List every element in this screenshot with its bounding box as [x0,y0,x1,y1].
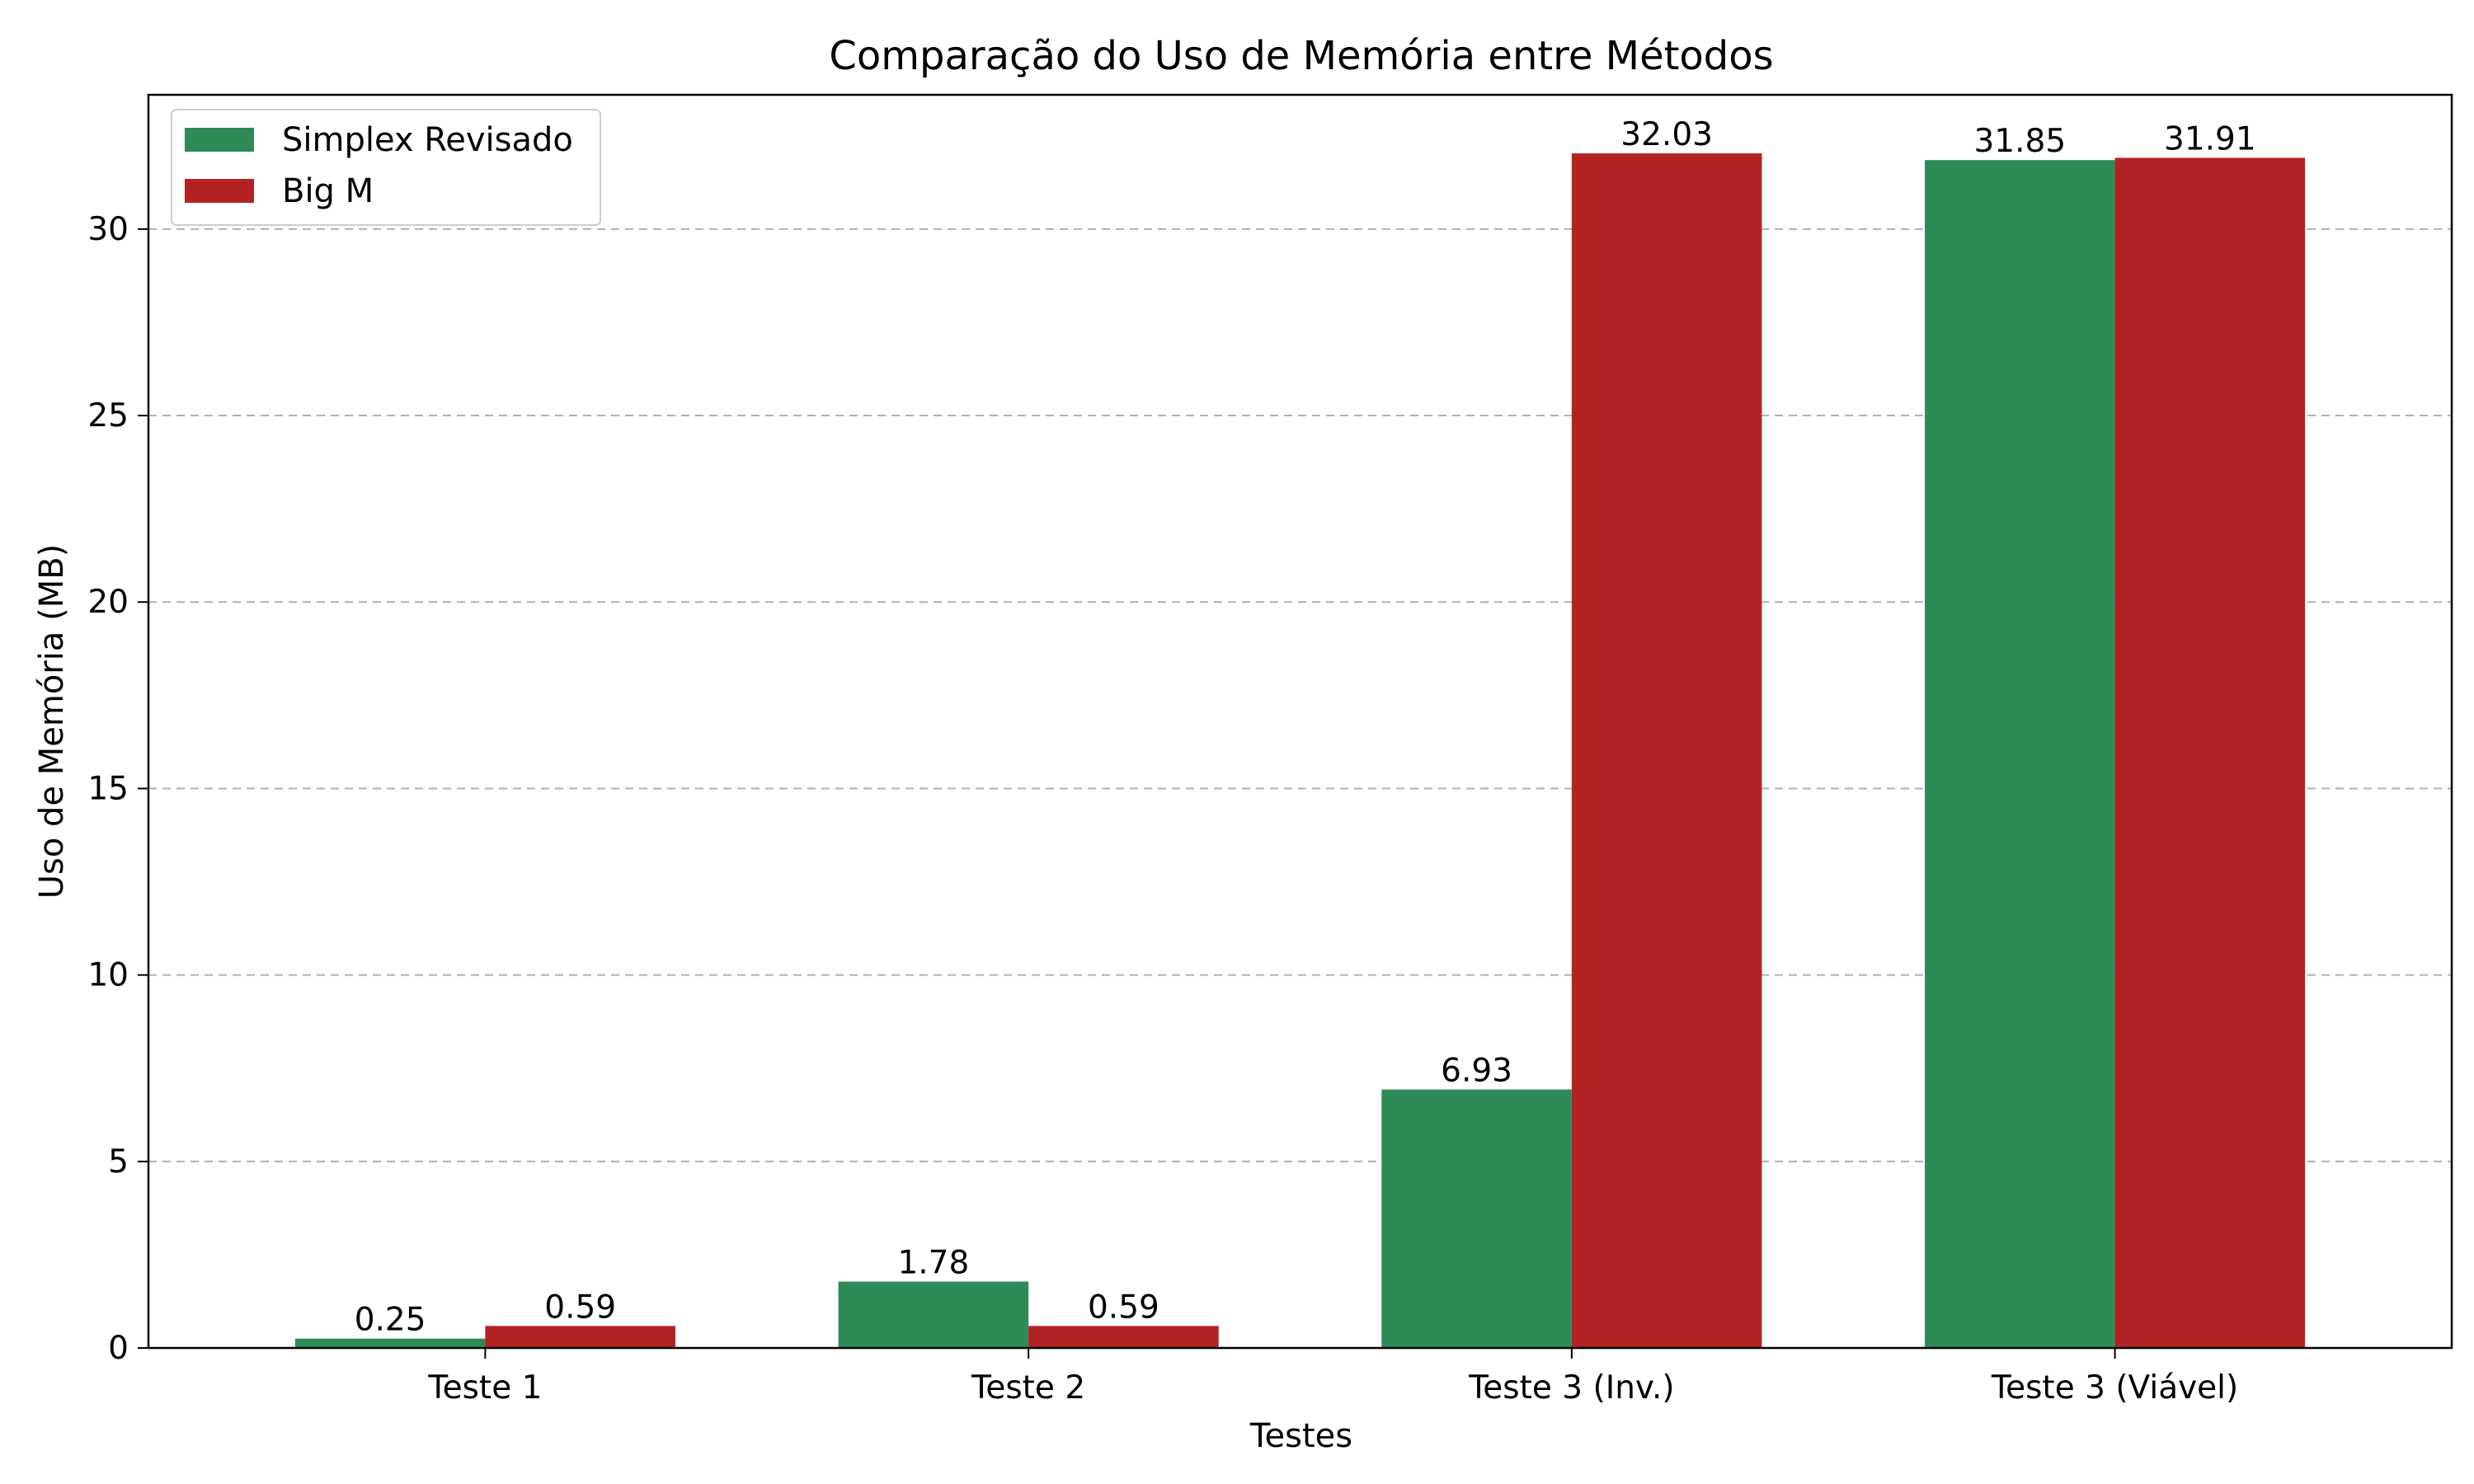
y-tick-label: 25 [87,397,129,434]
y-axis-title: Uso de Memória (MB) [33,544,71,899]
x-tick-label: Teste 2 [971,1369,1085,1407]
axes: 0 5 10 15 20 25 30 Teste 1 Teste 2 Teste 3 (Inv.)… [87,93,2453,1407]
bar-big-m [2114,157,2306,1348]
bar-big-m [1571,153,1762,1348]
legend-frame [171,109,601,226]
legend-swatch-simplex-revisado [185,128,254,152]
data-label-simplex-revisado: 6.93 [1441,1053,1512,1090]
x-tick-label: Teste 3 (Viável) [1991,1369,2238,1407]
data-label-simplex-revisado: 31.85 [1973,123,2066,160]
chart-title: Comparação do Uso de Memória entre Métod… [829,33,1773,79]
legend-label-big-m: Big M [282,172,374,210]
y-tick-label: 10 [87,957,129,994]
data-label-simplex-revisado: 1.78 [897,1244,969,1281]
gridlines [148,228,2452,1162]
legend-label-simplex-revisado: Simplex Revisado [282,121,573,159]
bar-simplex-revisado [838,1281,1029,1348]
data-label-simplex-revisado: 0.25 [355,1302,426,1339]
plot-frame [147,93,2453,1350]
data-label-big-m: 32.03 [1620,116,1713,153]
legend-swatch-big-m [185,179,254,203]
x-axis-title: Testes [1249,1417,1352,1455]
bar-simplex-revisado [1381,1089,1572,1348]
legend: Simplex Revisado Big M [171,109,601,226]
data-label-big-m: 31.91 [2164,120,2256,157]
bar-big-m [1028,1326,1219,1348]
bar-big-m [485,1326,675,1348]
data-label-big-m: 0.59 [1088,1289,1159,1326]
y-tick-label: 15 [87,770,129,807]
y-tick-label: 0 [108,1330,129,1367]
y-tick-label: 30 [87,211,129,248]
bars [294,153,2306,1349]
y-tick-label: 20 [87,584,129,621]
y-tick-label: 5 [108,1144,129,1181]
bar-simplex-revisado [1925,160,2115,1349]
bar-simplex-revisado [294,1338,486,1348]
data-label-big-m: 0.59 [544,1289,616,1326]
x-tick-label: Teste 1 [427,1369,542,1407]
data-labels: 0.25 1.78 6.93 31.85 0.59 0.59 32.03 31.91 [355,116,2256,1339]
x-tick-label: Teste 3 (Inv.) [1468,1369,1675,1407]
